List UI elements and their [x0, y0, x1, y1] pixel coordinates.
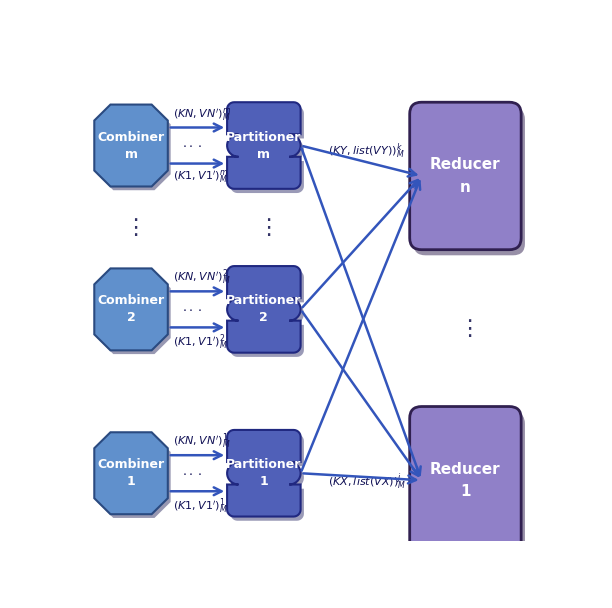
Text: $\cdot\cdot\cdot$: $\cdot\cdot\cdot$: [182, 303, 201, 316]
Text: Combiner
2: Combiner 2: [97, 294, 165, 325]
Text: Partitioner
1: Partitioner 1: [226, 458, 302, 488]
Text: $(KN, VN')_M^1$: $(KN, VN')_M^1$: [173, 431, 230, 451]
Text: $\vdots$: $\vdots$: [256, 216, 271, 238]
Polygon shape: [230, 434, 304, 521]
FancyBboxPatch shape: [409, 102, 521, 250]
Text: $(K1, V1')_M^2$: $(K1, V1')_M^2$: [173, 332, 227, 351]
Polygon shape: [97, 272, 171, 354]
Text: Partitioner
2: Partitioner 2: [226, 294, 302, 325]
Text: $(KX, list(VX))_M^j$: $(KX, list(VX))_M^j$: [328, 471, 406, 492]
Polygon shape: [227, 430, 300, 517]
FancyBboxPatch shape: [409, 407, 521, 554]
Text: $\cdot\cdot\cdot$: $\cdot\cdot\cdot$: [182, 467, 201, 480]
Text: $\cdot\cdot\cdot$: $\cdot\cdot\cdot$: [182, 139, 201, 152]
Text: Combiner
1: Combiner 1: [97, 458, 165, 488]
Text: $(KY, list(VY))_M^k$: $(KY, list(VY))_M^k$: [328, 142, 405, 161]
Text: Reducer
1: Reducer 1: [430, 461, 501, 499]
Polygon shape: [230, 271, 304, 357]
Text: $(K1, V1')_M^1$: $(K1, V1')_M^1$: [173, 496, 227, 516]
Text: Partitioner
m: Partitioner m: [226, 131, 302, 161]
Text: $\vdots$: $\vdots$: [124, 216, 138, 238]
Polygon shape: [94, 105, 168, 187]
Polygon shape: [227, 102, 300, 189]
Text: $\vdots$: $\vdots$: [458, 317, 472, 339]
Text: Combiner
m: Combiner m: [97, 131, 165, 161]
Polygon shape: [230, 106, 304, 193]
Polygon shape: [97, 108, 171, 190]
FancyBboxPatch shape: [414, 412, 525, 559]
FancyBboxPatch shape: [414, 108, 525, 255]
Polygon shape: [227, 266, 300, 353]
Polygon shape: [97, 436, 171, 518]
Text: $(KN, VN')_M^2$: $(KN, VN')_M^2$: [173, 267, 230, 287]
Polygon shape: [94, 432, 168, 514]
Text: $(KN, VN')_M^m$: $(KN, VN')_M^m$: [173, 106, 231, 123]
Text: $(K1, V1')_M^m$: $(K1, V1')_M^m$: [173, 168, 228, 185]
Polygon shape: [94, 268, 168, 350]
Text: Reducer
n: Reducer n: [430, 157, 501, 195]
